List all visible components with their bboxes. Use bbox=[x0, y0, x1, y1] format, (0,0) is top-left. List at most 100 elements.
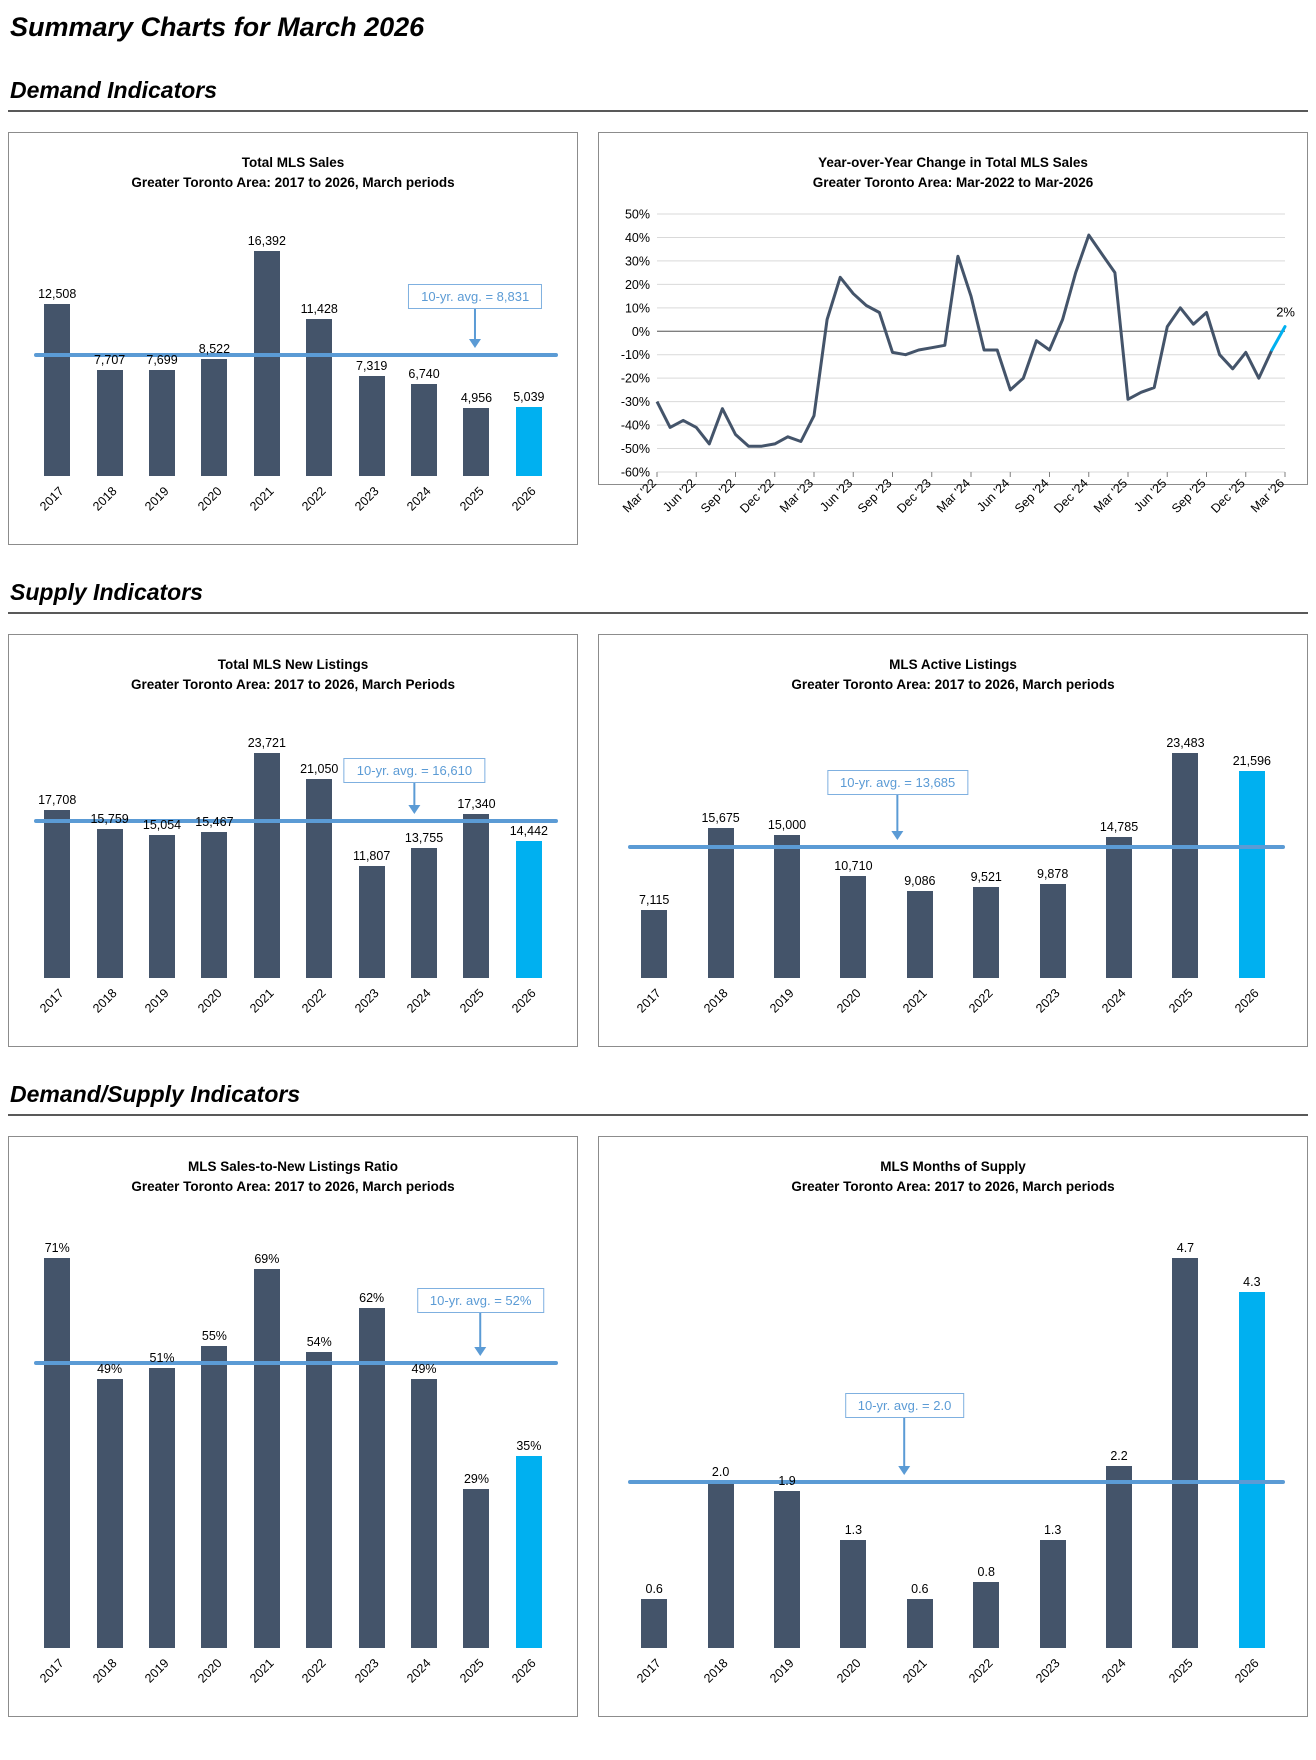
bar-column: 15,000 bbox=[754, 818, 820, 979]
bar bbox=[253, 1269, 280, 1649]
bar-column: 9,521 bbox=[953, 870, 1019, 979]
bar bbox=[463, 1489, 490, 1649]
bar bbox=[358, 866, 385, 979]
x-axis-tick: 2024 bbox=[398, 480, 450, 536]
x-axis-tick: 2022 bbox=[953, 982, 1019, 1038]
x-axis-label: 2024 bbox=[1099, 986, 1129, 1016]
x-axis-tick: 2023 bbox=[345, 1652, 397, 1708]
average-line bbox=[33, 1360, 558, 1365]
x-axis-label: 2026 bbox=[1232, 986, 1262, 1016]
bar-value-label: 0.6 bbox=[911, 1581, 929, 1596]
x-axis-label: 2022 bbox=[966, 1656, 997, 1686]
bar-value-label: 7,699 bbox=[146, 353, 178, 368]
bar-column: 12,508 bbox=[31, 287, 83, 477]
x-axis-labels: 2017 2018 2019 2020 2021 2022 2023 2024 2025 2026 bbox=[17, 982, 569, 1038]
bar bbox=[253, 251, 280, 477]
bar-value-label: 4.3 bbox=[1243, 1274, 1261, 1289]
section-demand-indicators: Demand Indicators Total MLS Sales Greate… bbox=[8, 77, 1308, 546]
bar bbox=[774, 1490, 801, 1649]
bar-column: 11,807 bbox=[345, 849, 397, 979]
bar-column: 2.2 bbox=[1086, 1449, 1152, 1649]
bar-columns: 17,708 15,759 15,054 15,467 23,721 21,050 11,8… bbox=[17, 708, 569, 979]
average-line bbox=[627, 1480, 1286, 1485]
plot-area: 71% 49% 51% 55% 69% 54% 62% 49% 29% 35% 10-yr. avg… bbox=[17, 1210, 569, 1649]
y-axis-label: 0% bbox=[632, 325, 650, 339]
section-divider bbox=[8, 1114, 1308, 1117]
plot-area: 50% 40% 30% 20% 10% 0% -10% -20% -30% -40% -50% -60… bbox=[607, 206, 1299, 516]
average-callout: 10-yr. avg. = 16,610 bbox=[343, 757, 486, 814]
x-axis-tick: 2019 bbox=[754, 1652, 820, 1708]
x-axis-label: 2017 bbox=[37, 986, 68, 1016]
bar-value-label: 9,086 bbox=[904, 874, 936, 889]
arrow-down-icon bbox=[469, 338, 482, 348]
bar-column: 11,428 bbox=[293, 302, 345, 477]
bar bbox=[149, 370, 176, 477]
bar bbox=[411, 383, 438, 477]
bar-value-label: 4.7 bbox=[1176, 1241, 1195, 1256]
bar bbox=[463, 408, 490, 477]
x-axis-label: Jun '24 bbox=[974, 476, 1012, 514]
bar-value-label: 69% bbox=[254, 1252, 280, 1267]
bar-column: 71% bbox=[31, 1241, 83, 1649]
average-label: 10-yr. avg. = 13,685 bbox=[826, 770, 969, 796]
x-axis-label: 2026 bbox=[509, 484, 539, 514]
bar-value-label: 2.2 bbox=[1110, 1448, 1128, 1463]
x-axis-label: Dec '23 bbox=[894, 476, 934, 516]
y-axis-label: 10% bbox=[625, 301, 650, 315]
bar-value-label: 2.0 bbox=[711, 1465, 730, 1480]
x-axis-tick: 2023 bbox=[345, 982, 397, 1038]
yoy-line-chart: 50% 40% 30% 20% 10% 0% -10% -20% -30% -40% -50% -60… bbox=[620, 208, 1295, 516]
bar-column: 13,755 bbox=[398, 831, 450, 979]
x-axis-tick: 2021 bbox=[887, 1652, 953, 1708]
bar bbox=[1238, 1291, 1265, 1649]
bar-column: 49% bbox=[83, 1362, 135, 1649]
bar-column: 17,708 bbox=[31, 793, 83, 979]
x-axis-tick: 2019 bbox=[136, 480, 188, 536]
bar-column: 10,710 bbox=[820, 859, 886, 979]
bar bbox=[1106, 1465, 1133, 1649]
bar-column: 54% bbox=[293, 1335, 345, 1649]
bar-value-label: 7,319 bbox=[356, 358, 388, 373]
bar bbox=[840, 875, 867, 979]
bar-value-label: 0.8 bbox=[977, 1564, 995, 1579]
x-axis-tick: 2023 bbox=[345, 480, 397, 536]
x-axis-label: Mar '22 bbox=[620, 476, 659, 515]
x-axis-tick: 2024 bbox=[1086, 1652, 1152, 1708]
section-demand-supply-indicators: Demand/Supply Indicators MLS Sales-to-Ne… bbox=[8, 1081, 1308, 1718]
chart-title: MLS Months of Supply bbox=[880, 1159, 1026, 1175]
x-axis-tick: 2018 bbox=[687, 1652, 753, 1708]
bar-value-label: 51% bbox=[149, 1351, 175, 1366]
average-label: 10-yr. avg. = 2.0 bbox=[844, 1393, 965, 1419]
arrow-down-icon bbox=[474, 1346, 487, 1356]
x-axis-tick: 2017 bbox=[621, 982, 687, 1038]
bar bbox=[973, 1581, 1000, 1649]
bar-value-label: 49% bbox=[411, 1362, 437, 1377]
bar bbox=[1172, 753, 1199, 979]
x-axis-tick: 2021 bbox=[241, 1652, 293, 1708]
x-axis-labels: 2017 2018 2019 2020 2021 2022 2023 2024 2025 2026 bbox=[17, 1652, 569, 1708]
bar bbox=[201, 359, 228, 477]
bar-column: 51% bbox=[136, 1351, 188, 1649]
x-axis-label: 2018 bbox=[89, 484, 120, 514]
x-axis-label: Sep '25 bbox=[1169, 476, 1209, 516]
x-axis-label: 2018 bbox=[89, 986, 120, 1016]
chart-subtitle: Greater Toronto Area: Mar-2022 to Mar-20… bbox=[812, 174, 1094, 190]
bar bbox=[515, 406, 542, 477]
bar-column: 55% bbox=[188, 1329, 240, 1649]
bar-value-label: 17,708 bbox=[38, 793, 77, 808]
chart-subtitle: Greater Toronto Area: 2017 to 2026, Marc… bbox=[791, 1178, 1115, 1194]
x-axis-tick: 2018 bbox=[687, 982, 753, 1038]
average-callout: 10-yr. avg. = 13,685 bbox=[826, 770, 969, 841]
arrow-line bbox=[896, 795, 899, 832]
x-axis-label: Jun '25 bbox=[1131, 476, 1169, 514]
bar bbox=[707, 1482, 734, 1649]
x-axis-label: 2024 bbox=[404, 986, 434, 1016]
x-axis-label: 2017 bbox=[634, 1656, 665, 1686]
average-line bbox=[33, 352, 558, 357]
section-supply-indicators: Supply Indicators Total MLS New Listings… bbox=[8, 579, 1308, 1048]
x-axis-tick: 2017 bbox=[31, 982, 83, 1038]
bar-value-label: 5,039 bbox=[513, 389, 545, 404]
bar-columns: 0.6 2.0 1.9 1.3 0.6 0.8 1.3 2.2 4.7 4.3 bbox=[607, 1210, 1299, 1649]
bar-column: 15,759 bbox=[83, 812, 135, 979]
bar bbox=[149, 835, 176, 979]
